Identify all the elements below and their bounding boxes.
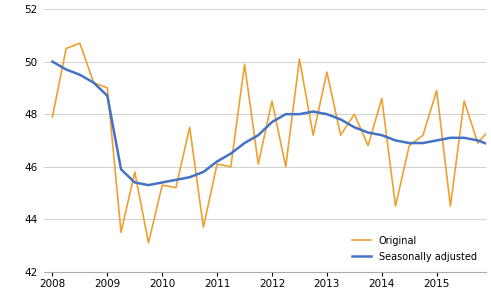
Original [379, 97, 385, 100]
Original [105, 86, 110, 90]
Original [310, 133, 316, 137]
Seasonally adjusted [297, 112, 302, 116]
Original [91, 81, 97, 85]
Original [159, 183, 165, 187]
Original [63, 47, 69, 50]
Original [489, 125, 491, 129]
Seasonally adjusted [77, 73, 83, 76]
Seasonally adjusted [269, 120, 275, 124]
Original [447, 204, 453, 208]
Original [461, 99, 467, 103]
Seasonally adjusted [338, 117, 344, 121]
Seasonally adjusted [324, 112, 330, 116]
Original [365, 144, 371, 147]
Original [420, 133, 426, 137]
Original [406, 144, 412, 147]
Original [324, 70, 330, 74]
Original [475, 141, 481, 145]
Seasonally adjusted [159, 181, 165, 184]
Line: Original: Original [53, 43, 491, 243]
Original [173, 186, 179, 190]
Seasonally adjusted [145, 183, 151, 187]
Original [434, 89, 439, 92]
Seasonally adjusted [173, 178, 179, 182]
Seasonally adjusted [255, 133, 261, 137]
Original [132, 170, 137, 174]
Seasonally adjusted [352, 125, 357, 129]
Seasonally adjusted [187, 175, 192, 179]
Seasonally adjusted [393, 139, 399, 142]
Original [297, 57, 302, 61]
Original [242, 63, 247, 66]
Original [145, 241, 151, 245]
Seasonally adjusted [214, 160, 220, 163]
Seasonally adjusted [283, 112, 289, 116]
Original [255, 162, 261, 166]
Seasonally adjusted [50, 60, 55, 63]
Seasonally adjusted [310, 110, 316, 113]
Seasonally adjusted [365, 131, 371, 134]
Original [393, 204, 399, 208]
Original [200, 225, 206, 229]
Seasonally adjusted [105, 94, 110, 98]
Seasonally adjusted [228, 152, 234, 155]
Seasonally adjusted [118, 168, 124, 171]
Seasonally adjusted [91, 81, 97, 85]
Original [283, 165, 289, 169]
Seasonally adjusted [434, 139, 439, 142]
Seasonally adjusted [461, 136, 467, 140]
Seasonally adjusted [447, 136, 453, 140]
Seasonally adjusted [406, 141, 412, 145]
Seasonally adjusted [200, 170, 206, 174]
Seasonally adjusted [489, 144, 491, 147]
Original [214, 162, 220, 166]
Original [187, 125, 192, 129]
Seasonally adjusted [420, 141, 426, 145]
Original [352, 112, 357, 116]
Seasonally adjusted [132, 181, 137, 184]
Legend: Original, Seasonally adjusted: Original, Seasonally adjusted [352, 236, 477, 262]
Original [50, 115, 55, 119]
Seasonally adjusted [379, 133, 385, 137]
Original [338, 133, 344, 137]
Original [269, 99, 275, 103]
Line: Seasonally adjusted: Seasonally adjusted [53, 62, 491, 185]
Original [118, 230, 124, 234]
Seasonally adjusted [475, 139, 481, 142]
Original [228, 165, 234, 169]
Seasonally adjusted [242, 141, 247, 145]
Seasonally adjusted [63, 68, 69, 71]
Original [77, 41, 83, 45]
